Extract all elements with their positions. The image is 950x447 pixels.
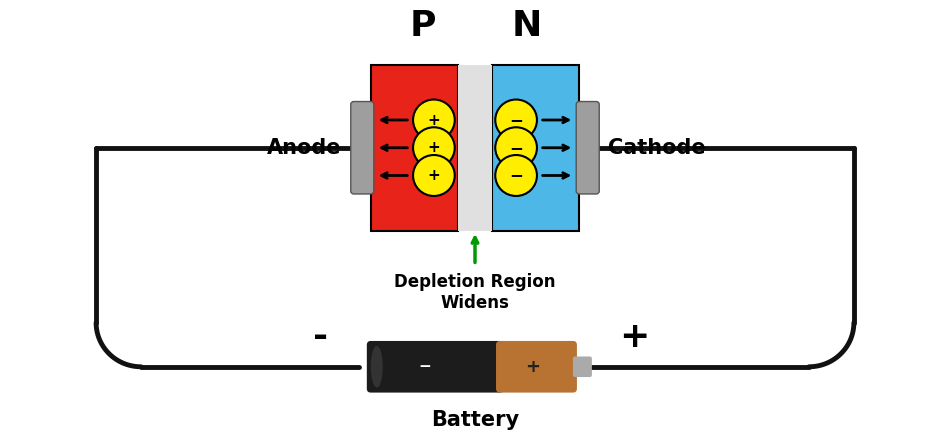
Text: N: N: [512, 9, 542, 43]
Text: P: P: [409, 9, 436, 43]
Text: -: -: [314, 320, 329, 354]
Text: Depletion Region
Widens: Depletion Region Widens: [394, 273, 556, 312]
Circle shape: [413, 155, 455, 196]
Text: Battery: Battery: [431, 410, 519, 430]
Text: +: +: [525, 358, 541, 376]
Circle shape: [413, 100, 455, 140]
Text: −: −: [509, 111, 523, 129]
Circle shape: [495, 100, 537, 140]
Text: −: −: [509, 139, 523, 157]
Text: +: +: [428, 113, 440, 127]
Bar: [491, 64, 580, 231]
Text: Cathode: Cathode: [608, 138, 706, 158]
Text: −: −: [419, 359, 431, 374]
FancyBboxPatch shape: [367, 341, 504, 392]
Bar: [370, 64, 459, 231]
Ellipse shape: [370, 346, 383, 388]
Circle shape: [413, 127, 455, 168]
Text: Anode: Anode: [267, 138, 342, 158]
Text: +: +: [428, 168, 440, 183]
Circle shape: [495, 155, 537, 196]
FancyBboxPatch shape: [577, 101, 599, 194]
Bar: [459, 64, 491, 231]
Text: −: −: [509, 166, 523, 185]
FancyBboxPatch shape: [496, 341, 577, 392]
FancyBboxPatch shape: [351, 101, 373, 194]
FancyBboxPatch shape: [573, 357, 592, 377]
Text: +: +: [618, 320, 649, 354]
Circle shape: [495, 127, 537, 168]
Text: +: +: [428, 140, 440, 155]
